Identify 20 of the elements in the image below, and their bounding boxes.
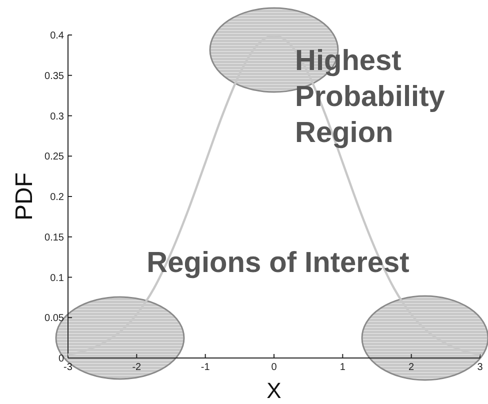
y-tick-label: 0.15 xyxy=(44,232,64,244)
x-tick-label: 1 xyxy=(340,362,346,373)
annotation: Regions of Interest xyxy=(146,247,410,279)
y-axis-title: PDF xyxy=(11,172,38,220)
y-tick-label: 0.3 xyxy=(50,111,64,122)
y-tick-label: 0 xyxy=(58,354,64,364)
y-tick-label: 0.05 xyxy=(44,313,64,324)
y-tick-label: 0.2 xyxy=(50,192,64,203)
y-tick-label: 0.1 xyxy=(50,272,64,284)
x-tick-label: -3 xyxy=(64,362,73,373)
x-tick-label: -2 xyxy=(132,362,142,373)
x-tick-label: 0 xyxy=(271,362,278,373)
y-tick-label: 0.35 xyxy=(44,70,64,82)
x-tick-label: -1 xyxy=(200,362,210,373)
x-tick-label: 3 xyxy=(477,362,484,373)
x-axis-title: X xyxy=(266,378,282,403)
x-tick-label: 2 xyxy=(408,362,415,373)
y-tick-label: 0.25 xyxy=(44,152,64,163)
y-tick-label: 0.4 xyxy=(50,30,64,42)
line-series xyxy=(66,34,482,356)
